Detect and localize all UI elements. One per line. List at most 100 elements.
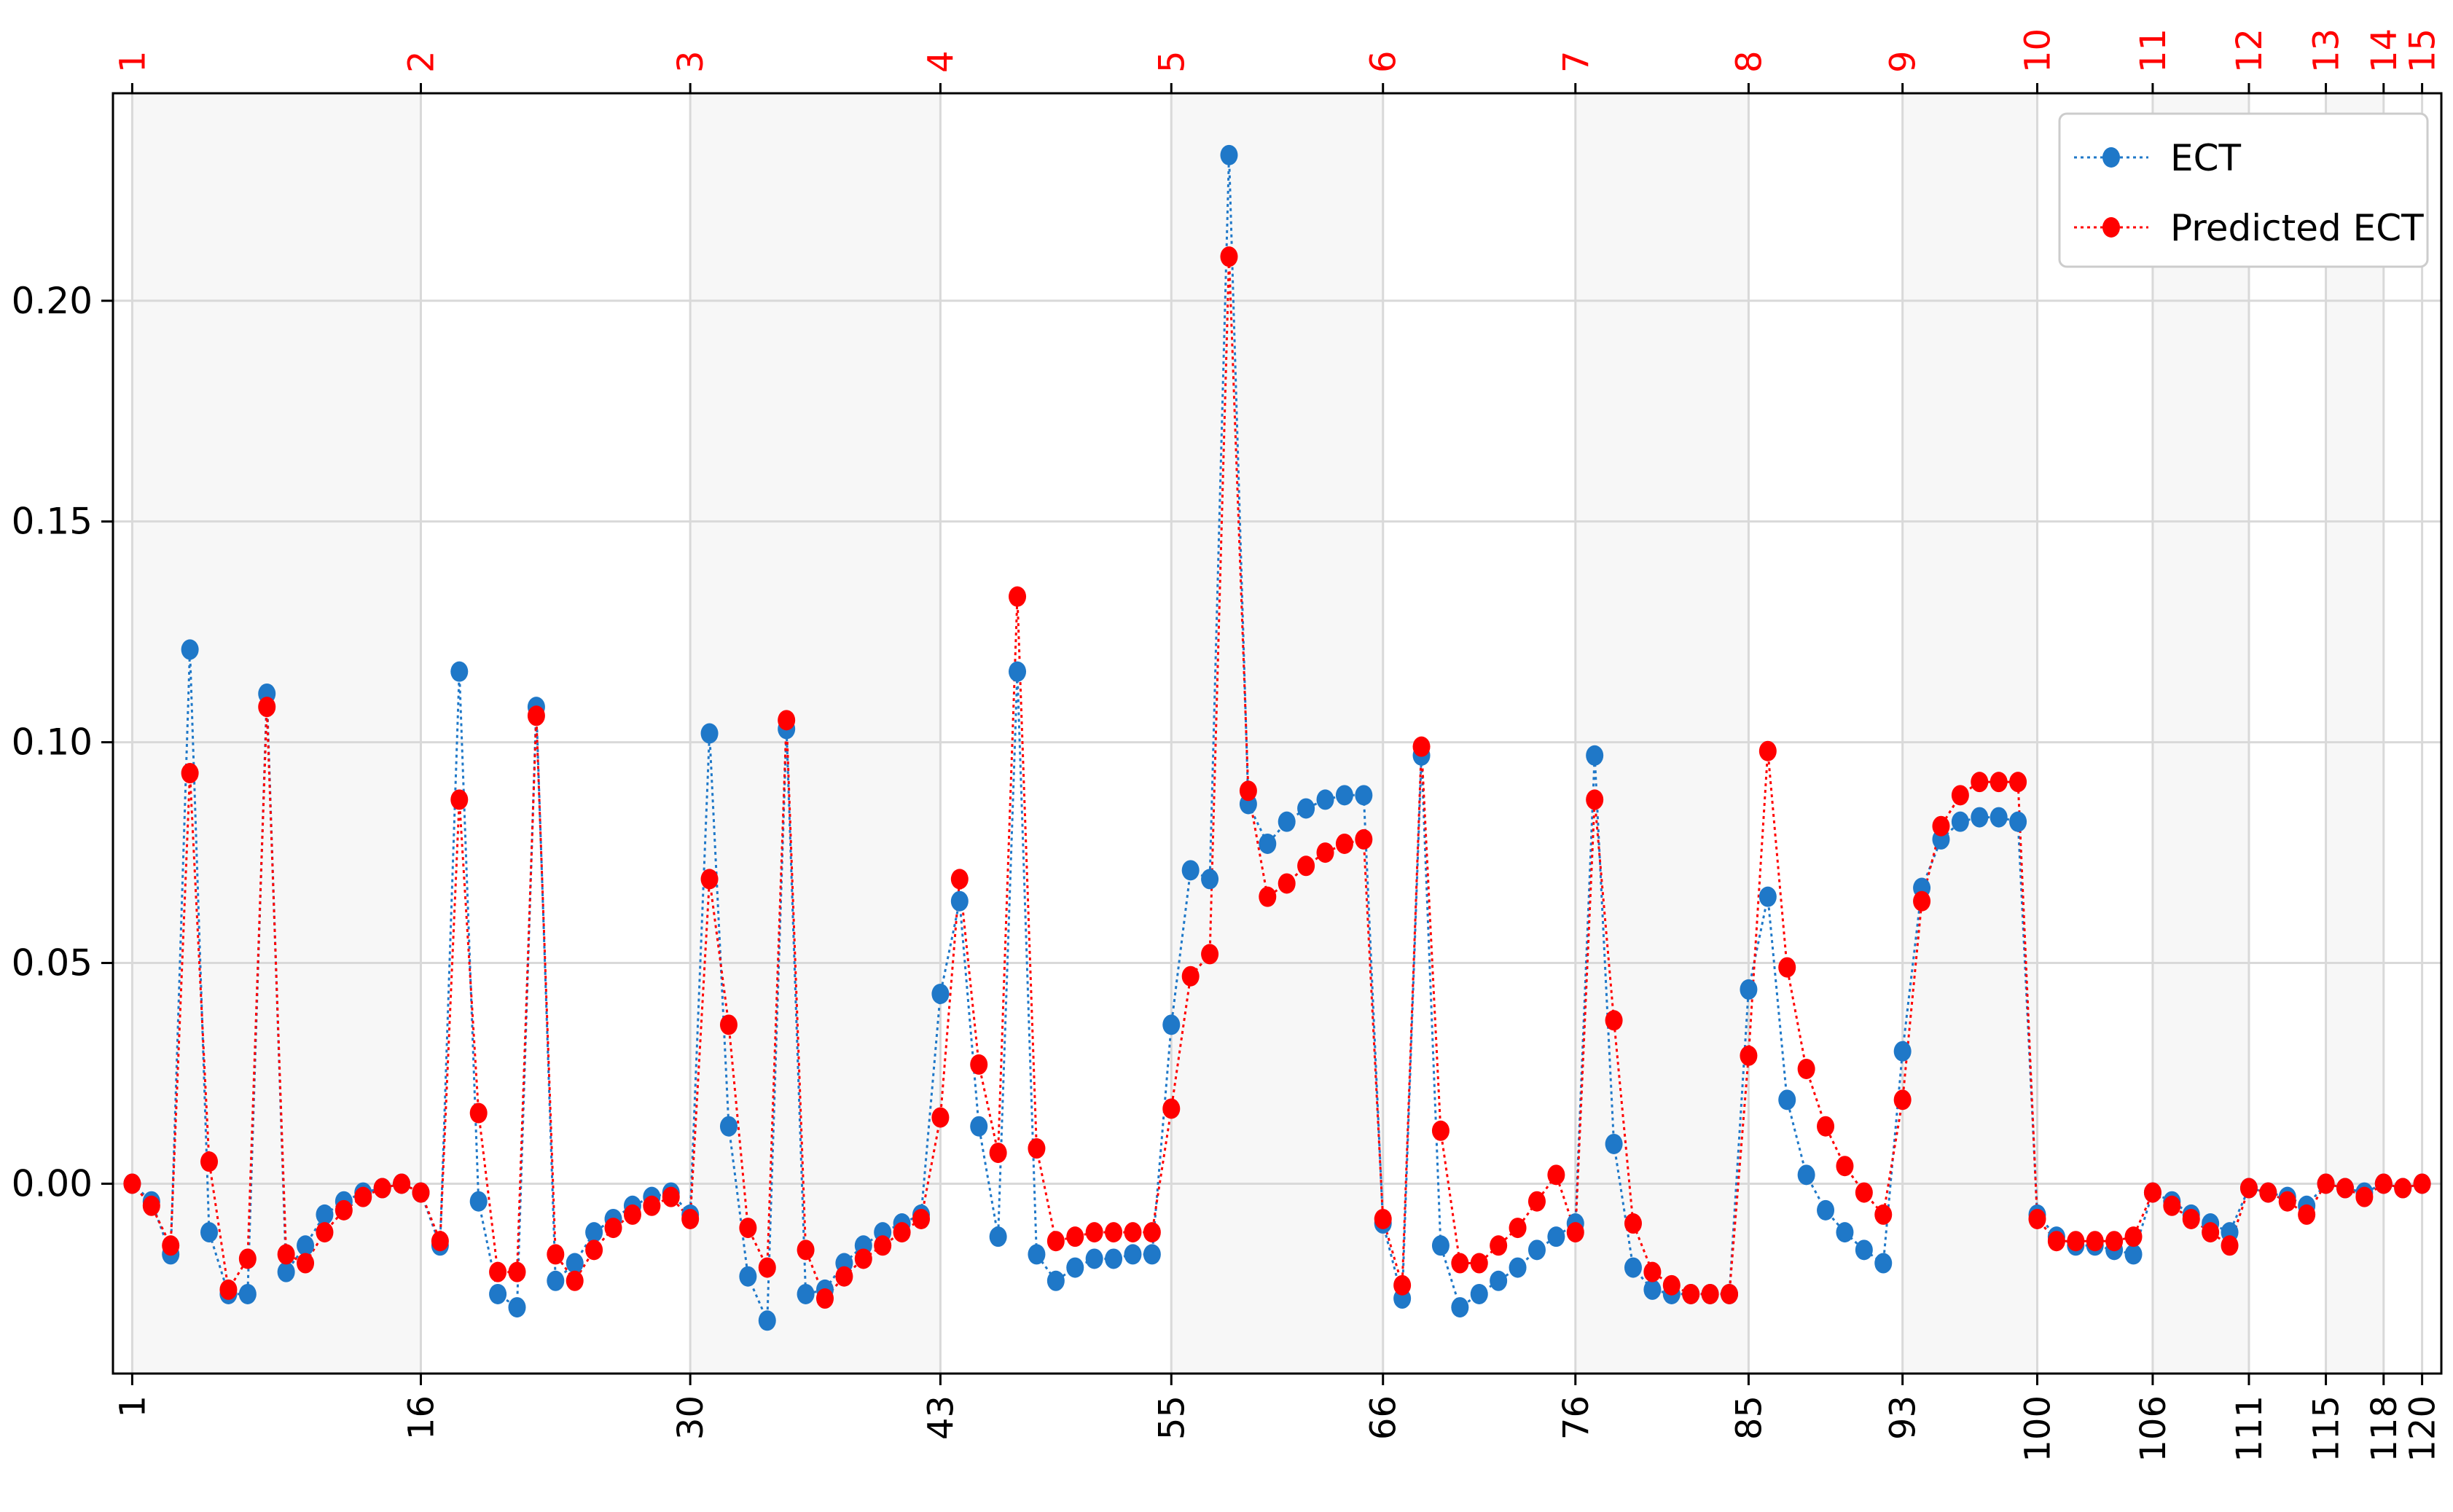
top-tick-label-13: 14 [2364,28,2405,73]
series-0-point-78 [1624,1257,1642,1278]
gridlines [113,93,2441,1374]
x-tick-label-13: 118 [2364,1395,2405,1462]
series-0-point-85 [1758,886,1777,907]
top-tick-label-10: 11 [2133,28,2174,73]
series-1-point-41 [912,1208,931,1229]
series-1-point-101 [2067,1231,2085,1252]
series-1-point-115 [2336,1178,2354,1199]
series-1-point-82 [1701,1283,1719,1304]
series-0-point-48 [1046,1270,1065,1291]
series-1-point-102 [2086,1231,2104,1252]
y-axis: 0.00 0.05 0.10 0.15 0.20 [12,280,113,1204]
series-1-point-114 [2317,1173,2335,1194]
series-1-point-51 [1105,1222,1123,1243]
series-1-point-87 [1797,1058,1815,1079]
series-1-point-45 [989,1143,1007,1164]
series-1-point-19 [489,1261,507,1282]
series-0-point-63 [1335,785,1353,806]
series-0-point-53 [1143,1244,1161,1265]
series-1-point-58 [1239,780,1257,802]
series-0-point-69 [1451,1297,1469,1318]
series-0-point-98 [2009,811,2027,832]
series-1-point-100 [2047,1231,2065,1252]
series-0-point-33 [758,1310,776,1331]
series-1-point-16 [431,1231,449,1252]
series-1-point-38 [854,1248,872,1269]
series-1-point-43 [950,869,969,890]
series-1-point-32 [739,1218,757,1239]
series-0-point-90 [1855,1239,1873,1261]
series-1-point-109 [2221,1235,2239,1256]
series-1-point-15 [412,1182,430,1203]
series-1-point-17 [450,789,469,810]
series-0-point-95 [1951,811,1969,832]
series-0-point-42 [931,983,950,1004]
series-1-point-95 [1951,785,1969,806]
top-tick-label-9: 10 [2017,28,2058,73]
series-1-point-11 [334,1199,353,1221]
series-0-point-59 [1259,833,1277,854]
series-0-point-49 [1066,1257,1084,1278]
series-1-point-76 [1586,789,1604,810]
series-1-point-27 [643,1195,661,1216]
x-tick-label-5: 66 [1364,1395,1404,1440]
series-1-point-105 [2143,1182,2161,1203]
series-0-point-88 [1817,1199,1835,1221]
series-1-point-7 [258,697,276,718]
series-1-point-85 [1758,740,1777,761]
series-1-point-57 [1220,246,1238,267]
series-1-point-66 [1393,1274,1412,1296]
series-1-point-99 [2028,1208,2046,1229]
series-0-point-89 [1836,1222,1854,1243]
series-1-point-72 [1509,1218,1527,1239]
series-0-point-32 [739,1266,757,1287]
top-tick-label-11: 12 [2229,28,2270,73]
series-0-point-70 [1470,1283,1488,1304]
series-0-point-61 [1297,798,1315,819]
series-1-point-93 [1913,890,1931,912]
series-1-point-39 [874,1235,892,1256]
series-1-point-104 [2124,1226,2143,1247]
series-1-point-37 [835,1266,853,1287]
series-1-point-21 [527,705,545,726]
legend-box [2058,112,2429,268]
y-tick-label-4: 0.20 [12,280,93,322]
series-1-point-54 [1162,1098,1181,1119]
series-1-point-4 [200,1151,219,1172]
series-0-point-51 [1105,1248,1123,1269]
series-1-point-73 [1527,1191,1546,1212]
series-0-point-43 [950,890,969,912]
series-1-point-107 [2182,1208,2200,1229]
x-tick-label-6: 76 [1556,1395,1597,1440]
series-1-point-106 [2163,1195,2181,1216]
series-layer [123,144,2431,1331]
x-tick-label-10: 106 [2133,1395,2174,1462]
top-tick-label-14: 15 [2403,28,2444,73]
series-1-point-75 [1566,1222,1584,1243]
legend-marker-1 [2102,217,2120,238]
series-1-point-65 [1374,1208,1392,1229]
shaded-band-6 [2325,93,2384,1374]
series-0-point-46 [1009,661,1027,682]
series-1-point-118 [2394,1178,2412,1199]
x-tick-label-1: 16 [401,1395,442,1440]
series-1-point-18 [469,1102,488,1124]
series-1-point-96 [1971,772,1989,793]
series-0-point-91 [1874,1253,1893,1274]
series-1-point-28 [662,1186,680,1207]
series-1-point-110 [2239,1178,2258,1199]
series-1-point-50 [1085,1222,1103,1243]
x-tick-label-14: 120 [2403,1395,2444,1462]
series-1-point-36 [815,1288,834,1309]
x-tick-label-4: 55 [1151,1395,1192,1440]
top-tick-label-1: 2 [401,50,442,73]
series-1-point-88 [1817,1116,1835,1137]
plot-frame [112,92,2443,1375]
series-1-point-63 [1335,833,1353,854]
series-1-point-103 [2105,1231,2124,1252]
series-1-point-71 [1490,1235,1508,1256]
series-1-point-56 [1201,944,1219,965]
series-1-point-78 [1624,1213,1642,1234]
series-0-point-6 [238,1283,257,1304]
series-0-point-79 [1643,1279,1662,1300]
